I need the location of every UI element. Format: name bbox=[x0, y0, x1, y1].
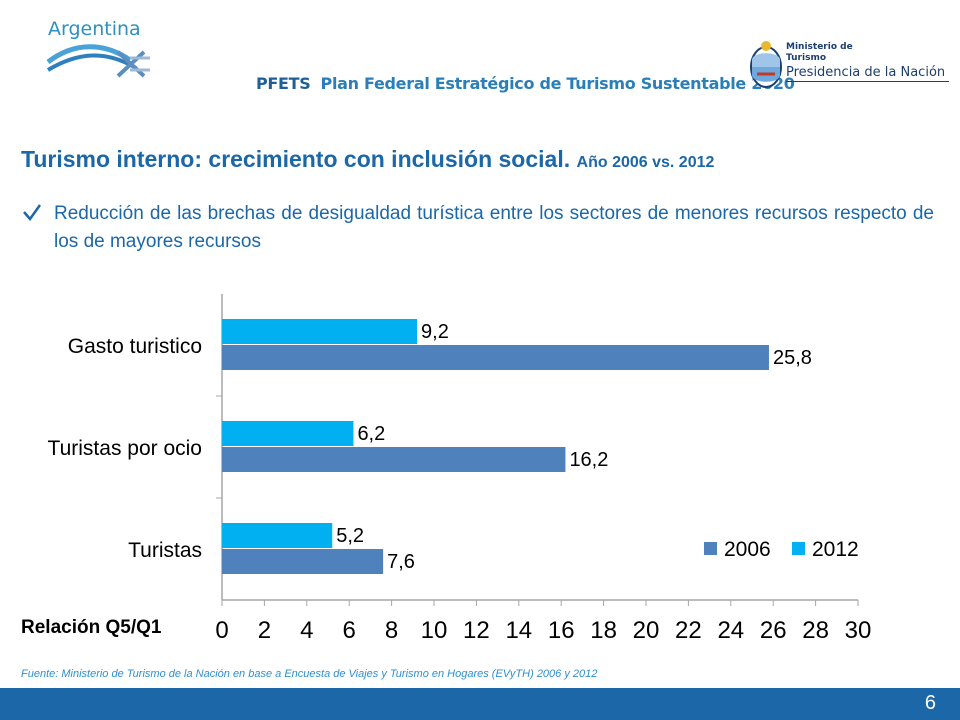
ministry-line-1: Ministerio de bbox=[786, 42, 853, 52]
x-tick-label: 20 bbox=[633, 617, 660, 644]
x-tick-label: 4 bbox=[300, 617, 313, 644]
x-tick-label: 12 bbox=[463, 617, 490, 644]
legend-swatch-2012 bbox=[792, 542, 805, 555]
slide-title-main: Turismo interno: crecimiento con inclusi… bbox=[21, 146, 571, 172]
bullet-text: Reducción de las brechas de desigualdad … bbox=[54, 203, 934, 252]
bar-2006 bbox=[222, 549, 384, 574]
x-tick-label: 24 bbox=[717, 617, 744, 644]
category-label: Gasto turistico bbox=[68, 335, 202, 358]
plan-banner: PFETS Plan Federal Estratégico de Turismo… bbox=[256, 74, 795, 93]
x-tick-label: 10 bbox=[421, 617, 448, 644]
x-tick-label: 2 bbox=[258, 617, 271, 644]
x-tick-label: 18 bbox=[590, 617, 617, 644]
bar-2012 bbox=[222, 319, 418, 344]
ministry-line-3: Presidencia de la Nación bbox=[786, 64, 950, 82]
x-tick-label: 6 bbox=[343, 617, 356, 644]
x-tick-label: 26 bbox=[760, 617, 787, 644]
bar-2012 bbox=[222, 523, 333, 548]
page-number: 6 bbox=[924, 692, 936, 714]
slide-title-sub: Año 2006 vs. 2012 bbox=[576, 154, 715, 171]
plan-lead: PFETS bbox=[256, 74, 311, 93]
national-emblem-icon bbox=[750, 41, 782, 88]
x-tick-label: 8 bbox=[385, 617, 398, 644]
data-label-2006: 7,6 bbox=[387, 551, 415, 573]
x-tick-label: 22 bbox=[675, 617, 702, 644]
data-label-2012: 6,2 bbox=[357, 423, 385, 445]
data-label-2012: 9,2 bbox=[421, 321, 449, 343]
legend-swatch-2006 bbox=[704, 542, 717, 555]
ministry-logo: Ministerio de Turismo Presidencia de la … bbox=[786, 42, 950, 82]
slide-header: Argentina PFETS Plan Federal Estratégico … bbox=[0, 0, 960, 120]
footer-bar: 6 bbox=[0, 688, 960, 720]
data-label-2006: 16,2 bbox=[569, 449, 608, 471]
legend-label-2006: 2006 bbox=[724, 538, 771, 561]
x-axis-label: Relación Q5/Q1 bbox=[21, 617, 162, 638]
category-label: Turistas bbox=[128, 539, 202, 562]
x-tick-label: 28 bbox=[802, 617, 829, 644]
data-label-2012: 5,2 bbox=[336, 525, 364, 547]
bar-2006 bbox=[222, 447, 566, 472]
plan-name: Plan Federal Estratégico de Turismo Sust… bbox=[320, 74, 795, 93]
argentina-logo-text: Argentina bbox=[48, 18, 141, 40]
source-footnote: Fuente: Ministerio de Turismo de la Naci… bbox=[21, 668, 598, 680]
bar-2012 bbox=[222, 421, 354, 446]
x-tick-label: 14 bbox=[505, 617, 532, 644]
slide-title: Turismo interno: crecimiento con inclusi… bbox=[21, 146, 714, 173]
x-tick-label: 0 bbox=[215, 617, 228, 644]
bar-2006 bbox=[222, 345, 769, 370]
checkmark-icon bbox=[23, 204, 42, 222]
x-tick-label: 16 bbox=[548, 617, 575, 644]
data-label-2006: 25,8 bbox=[773, 347, 812, 369]
category-label: Turistas por ocio bbox=[48, 437, 202, 460]
legend-label-2012: 2012 bbox=[812, 538, 859, 561]
argentina-waves-icon bbox=[46, 44, 150, 78]
x-tick-label: 30 bbox=[845, 617, 872, 644]
ministry-line-2: Turismo bbox=[786, 53, 826, 63]
